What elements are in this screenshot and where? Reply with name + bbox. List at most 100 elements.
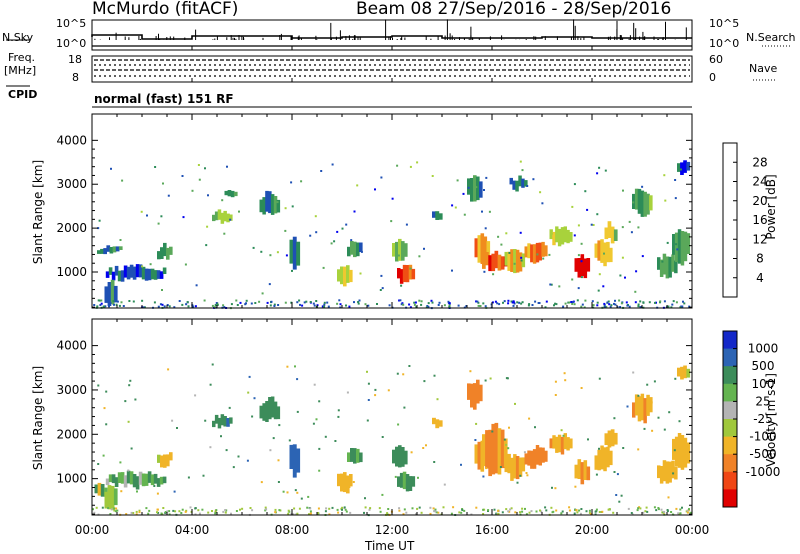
- scatter-cell: [574, 509, 577, 511]
- scatter-cell: [251, 509, 254, 512]
- echo-cell: [500, 256, 505, 270]
- scatter-cell: [398, 509, 401, 512]
- scatter-patch-22: [672, 229, 691, 266]
- scatter-cell: [286, 491, 289, 494]
- echo-cell: [606, 446, 610, 468]
- scatter-cell: [580, 242, 583, 245]
- scatter-patch-23: [467, 175, 483, 202]
- scatter-cell: [224, 511, 227, 514]
- velocity-colorbar-swatch: [723, 348, 737, 367]
- scatter-cell: [261, 292, 264, 295]
- power-colorbar-tick-label: 24: [752, 175, 767, 189]
- scatter-cell: [610, 304, 613, 307]
- echo-cell: [672, 438, 676, 460]
- scatter-cell: [632, 201, 635, 204]
- echo-cell: [535, 445, 540, 465]
- scatter-cell: [135, 510, 138, 513]
- scatter-cell: [181, 303, 184, 306]
- echo-cell: [399, 472, 404, 488]
- scatter-cell: [468, 183, 471, 186]
- scatter-cell: [501, 511, 504, 514]
- scatter-cell: [626, 304, 629, 307]
- scatter-cell: [475, 506, 478, 509]
- scatter-cell: [174, 510, 177, 513]
- scatter-cell: [366, 370, 368, 373]
- echo-cell: [634, 394, 639, 416]
- echo-cell: [359, 242, 363, 252]
- scatter-cell: [120, 301, 123, 304]
- scatter-cell: [584, 299, 587, 302]
- scatter-cell: [535, 510, 538, 513]
- scatter-cell: [290, 181, 293, 184]
- echo-cell: [672, 234, 676, 255]
- scatter-patch-1: [97, 245, 123, 255]
- panel-frame-1: [91, 318, 693, 516]
- scatter-cell: [305, 300, 308, 303]
- scatter-cell: [341, 508, 343, 511]
- power-colorbar-tick-label: 8: [756, 252, 764, 266]
- scatter-cell: [160, 215, 163, 218]
- scatter-cell: [309, 507, 312, 510]
- scatter-cell: [195, 284, 198, 287]
- panel-frame-0: [91, 113, 693, 309]
- echo-cell: [649, 397, 653, 413]
- nave-tick-bottom: 0: [709, 71, 716, 84]
- scatter-cell: [516, 481, 519, 484]
- echo-cell: [486, 241, 491, 261]
- scatter-cell: [334, 440, 337, 442]
- scatter-cell: [292, 513, 295, 516]
- scatter-cell: [337, 409, 340, 412]
- echo-cell: [524, 246, 528, 258]
- scatter-cell: [663, 300, 666, 303]
- scatter-cell: [636, 509, 639, 512]
- x-tick-label: 12:00: [375, 523, 410, 537]
- scatter-cell: [672, 300, 675, 303]
- echo-cell: [349, 269, 353, 283]
- scatter-cell: [433, 510, 436, 513]
- echo-cell: [435, 211, 440, 220]
- echo-cell: [560, 436, 565, 455]
- echo-cell: [507, 251, 511, 271]
- scatter-cell: [115, 507, 118, 510]
- scatter-cell: [648, 301, 651, 304]
- scatter-cell: [162, 182, 164, 185]
- scatter-cell: [550, 283, 553, 286]
- scatter-cell: [374, 394, 377, 397]
- nsky-tick-top: 10^5: [56, 17, 87, 30]
- scatter-cell: [333, 240, 336, 243]
- echo-cell: [212, 214, 216, 222]
- scatter-cell: [614, 303, 617, 306]
- scatter-cell: [571, 301, 574, 304]
- scatter-cell: [387, 508, 390, 510]
- freq-label-line1: Freq.: [8, 51, 36, 64]
- scatter-cell: [291, 269, 293, 272]
- echo-cell: [259, 199, 263, 213]
- scatter-cell: [405, 511, 408, 514]
- echo-cell: [262, 403, 266, 421]
- scatter-patch-19: [604, 429, 618, 448]
- echo-cell: [114, 265, 119, 276]
- scatter-cell: [374, 388, 377, 391]
- scatter-cell: [568, 509, 571, 512]
- echo-cell: [107, 282, 112, 306]
- echo-cell: [401, 447, 405, 467]
- scatter-cell: [594, 513, 597, 516]
- scatter-cell: [429, 506, 432, 509]
- echo-cell: [144, 473, 149, 486]
- echo-cell: [349, 474, 353, 487]
- scatter-cell: [178, 300, 181, 302]
- echo-cell: [518, 175, 522, 187]
- scatter-cell: [420, 303, 423, 306]
- scatter-cell: [337, 415, 340, 418]
- echo-cell: [340, 266, 344, 285]
- scatter-cell: [381, 436, 384, 438]
- echo-cell: [530, 244, 534, 263]
- echo-cell: [507, 453, 511, 474]
- scatter-cell: [338, 299, 341, 302]
- scatter-patch-6: [259, 190, 281, 215]
- echo-cell: [97, 250, 101, 254]
- echo-cell: [432, 417, 436, 425]
- echo-cell: [435, 419, 440, 429]
- echo-cell: [265, 190, 269, 212]
- scatter-cell: [682, 300, 684, 303]
